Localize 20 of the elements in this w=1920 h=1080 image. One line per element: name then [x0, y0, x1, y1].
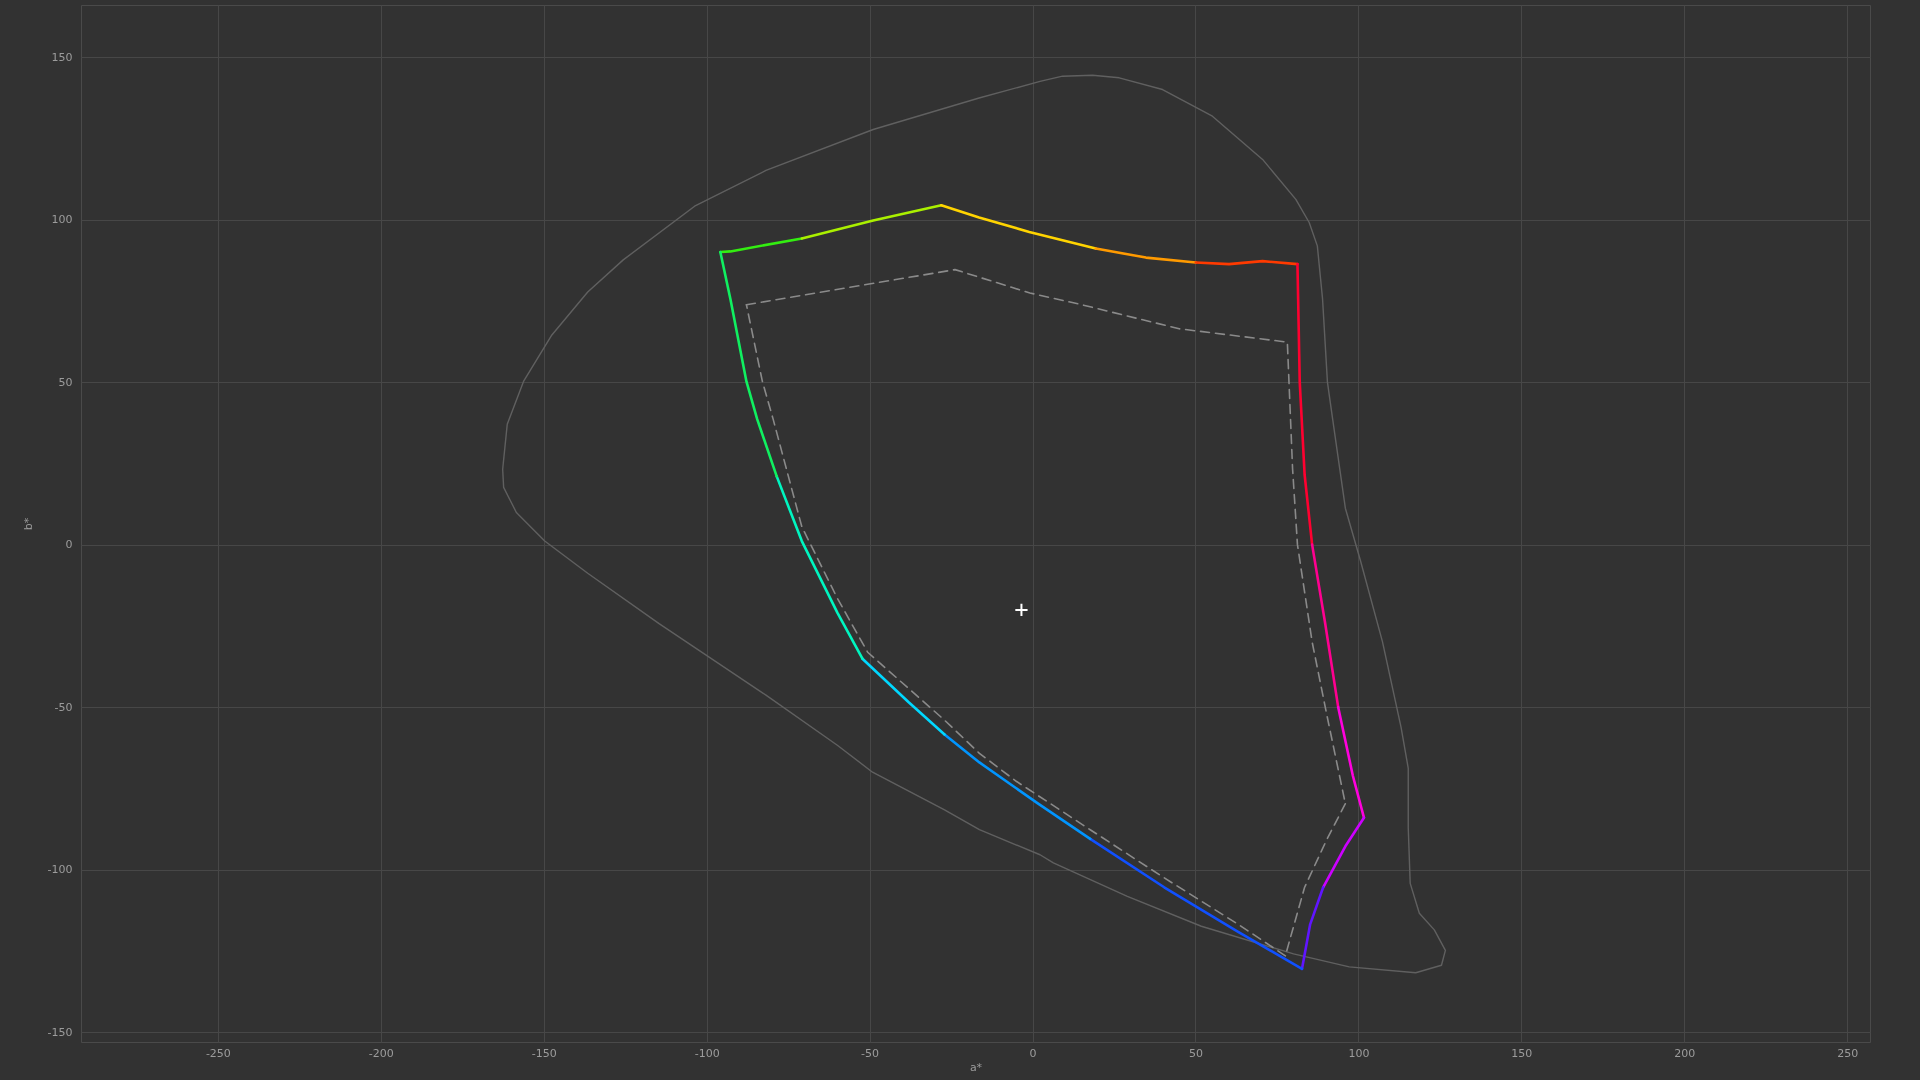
y-tick-label: -50: [54, 700, 73, 714]
x-tick-label: -200: [368, 1046, 394, 1060]
y-tick-label: 50: [58, 375, 73, 389]
x-axis-title: a*: [969, 1060, 983, 1074]
y-tick-label: -100: [47, 863, 73, 877]
x-tick-label: 0: [1029, 1046, 1037, 1060]
x-tick-label: 100: [1348, 1046, 1370, 1060]
x-tick-label: -150: [531, 1046, 557, 1060]
x-tick-label: 150: [1511, 1046, 1533, 1060]
y-axis-title: b*: [21, 517, 35, 531]
x-tick-label: 250: [1837, 1046, 1859, 1060]
y-tick-label: 100: [51, 213, 73, 227]
x-tick-label: -100: [694, 1046, 720, 1060]
y-tick-label: 0: [65, 538, 73, 552]
x-tick-label: 50: [1188, 1046, 1203, 1060]
y-tick-label: 150: [51, 50, 73, 64]
x-tick-label: -50: [861, 1046, 880, 1060]
x-tick-label: 200: [1674, 1046, 1696, 1060]
x-tick-label: -250: [205, 1046, 231, 1060]
y-tick-label: -150: [47, 1025, 73, 1039]
